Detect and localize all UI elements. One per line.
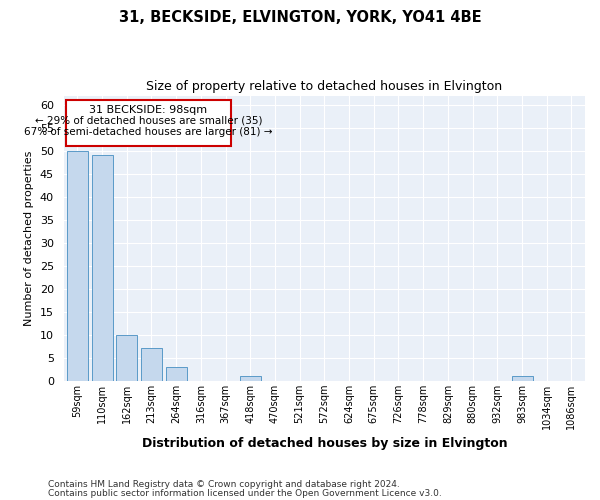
Text: 31, BECKSIDE, ELVINGTON, YORK, YO41 4BE: 31, BECKSIDE, ELVINGTON, YORK, YO41 4BE [119, 10, 481, 25]
Title: Size of property relative to detached houses in Elvington: Size of property relative to detached ho… [146, 80, 502, 93]
Bar [92, 156, 113, 380]
Bar [512, 376, 533, 380]
X-axis label: Distribution of detached houses by size in Elvington: Distribution of detached houses by size … [142, 437, 507, 450]
Bar [67, 150, 88, 380]
Text: Contains public sector information licensed under the Open Government Licence v3: Contains public sector information licen… [48, 488, 442, 498]
Y-axis label: Number of detached properties: Number of detached properties [25, 150, 34, 326]
Bar [141, 348, 162, 380]
Text: ← 29% of detached houses are smaller (35): ← 29% of detached houses are smaller (35… [35, 116, 262, 126]
FancyBboxPatch shape [66, 100, 230, 146]
Text: 67% of semi-detached houses are larger (81) →: 67% of semi-detached houses are larger (… [24, 128, 272, 138]
Text: Contains HM Land Registry data © Crown copyright and database right 2024.: Contains HM Land Registry data © Crown c… [48, 480, 400, 489]
Text: 31 BECKSIDE: 98sqm: 31 BECKSIDE: 98sqm [89, 106, 208, 116]
Bar [240, 376, 261, 380]
Bar [116, 334, 137, 380]
Bar [166, 367, 187, 380]
